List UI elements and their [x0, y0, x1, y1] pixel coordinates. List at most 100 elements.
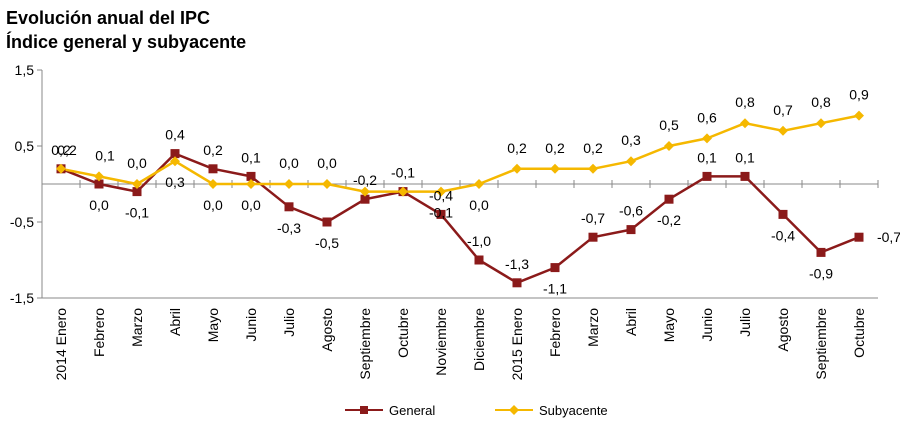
data-label-subyacente: 0,1 — [95, 147, 115, 163]
legend-swatch-subyacente — [495, 405, 533, 415]
point-subyacente — [132, 179, 142, 189]
point-subyacente — [816, 118, 826, 129]
data-label-general: -1,3 — [505, 256, 529, 272]
point-general — [436, 209, 446, 219]
point-general — [474, 255, 484, 265]
point-general — [626, 225, 636, 235]
point-subyacente — [208, 179, 218, 189]
data-label-general: -0,1 — [391, 165, 415, 181]
data-label-general: 0,2 — [57, 142, 77, 158]
point-subyacente — [94, 171, 104, 182]
legend-swatch-general — [345, 406, 383, 414]
data-label-general: -0,3 — [277, 220, 301, 236]
point-subyacente — [512, 163, 522, 174]
x-tick-label: Octubre — [395, 308, 411, 358]
point-subyacente — [664, 141, 674, 151]
legend-item-subyacente: Subyacente — [495, 398, 608, 422]
series-line-subyacente — [60, 114, 860, 193]
x-tick-label: Mayo — [205, 308, 221, 342]
point-subyacente — [854, 110, 864, 121]
data-label-general: -0,7 — [581, 210, 605, 226]
point-general — [360, 194, 370, 204]
data-label-general: -0,5 — [315, 235, 339, 251]
data-label-general: -0,2 — [353, 172, 377, 188]
point-general — [208, 164, 218, 174]
point-subyacente — [436, 186, 446, 197]
point-general — [816, 247, 826, 257]
data-label-subyacente: 0,0 — [203, 197, 223, 213]
data-label-general: -1,0 — [467, 233, 491, 249]
x-tick-label: Marzo — [129, 308, 145, 347]
data-label-subyacente: 0,0 — [279, 155, 299, 171]
point-subyacente — [702, 133, 712, 144]
data-label-general: -0,9 — [809, 265, 833, 281]
point-general — [778, 209, 788, 219]
x-tick-label: Julio — [281, 308, 297, 337]
point-general — [170, 149, 180, 159]
x-tick-label: Abril — [167, 308, 183, 336]
point-general — [512, 278, 522, 288]
x-tick-label: 2014 Enero — [53, 308, 69, 381]
point-general — [550, 263, 560, 273]
data-label-subyacente: 0,2 — [583, 140, 603, 156]
data-label-general: -0,7 — [877, 229, 900, 245]
point-general — [854, 232, 864, 242]
data-label-subyacente: 0,9 — [849, 87, 869, 103]
point-subyacente — [550, 163, 560, 174]
point-general — [740, 171, 750, 181]
data-label-subyacente: -0,1 — [429, 205, 453, 221]
x-tick-label: 2015 Enero — [509, 308, 525, 381]
data-label-general: -1,1 — [543, 281, 567, 297]
series-line-general — [60, 152, 860, 285]
data-label-general: 0,2 — [203, 142, 223, 158]
point-subyacente — [246, 179, 256, 189]
point-general — [588, 232, 598, 242]
data-label-general: -0,4 — [429, 187, 453, 203]
data-label-general: -0,2 — [657, 212, 681, 228]
chart-plot-area: 1,5 0,5 -0,5 -1,5 2014 Enero Febrero Marzo Abri… — [10, 62, 900, 381]
y-tick-label: 0,5 — [15, 138, 35, 154]
point-general — [246, 171, 256, 181]
y-tick-label: 1,5 — [15, 62, 35, 78]
data-label-general: 0,1 — [697, 149, 717, 165]
point-subyacente — [474, 179, 484, 189]
data-label-subyacente: 0,0 — [127, 155, 147, 171]
y-tick-label: -1,5 — [10, 290, 34, 306]
data-label-subyacente: 0,2 — [51, 142, 71, 158]
point-subyacente — [626, 156, 636, 167]
data-label-general: 0,0 — [89, 197, 109, 213]
point-general — [132, 187, 142, 197]
data-label-general: -0,4 — [771, 227, 795, 243]
point-subyacente — [170, 156, 180, 167]
data-label-general: 0,1 — [241, 149, 261, 165]
x-tick-label: Noviembre — [433, 308, 449, 376]
x-tick-label: Febrero — [547, 308, 563, 357]
point-subyacente — [740, 118, 750, 129]
point-subyacente — [56, 163, 66, 174]
x-tick-label: Julio — [737, 308, 753, 337]
x-tick-label: Diciembre — [471, 308, 487, 371]
chart-subtitle: Índice general y subyacente — [6, 32, 247, 52]
point-general — [664, 194, 674, 204]
data-label-subyacente: 0,8 — [735, 94, 755, 110]
data-label-subyacente: 0,0 — [469, 197, 489, 213]
point-subyacente — [322, 179, 332, 189]
y-tick-label: -0,5 — [10, 214, 34, 230]
x-tick-label: Marzo — [585, 308, 601, 347]
point-subyacente — [778, 125, 788, 136]
x-tick-label: Agosto — [319, 308, 335, 352]
data-label-subyacente: 0,0 — [317, 155, 337, 171]
x-tick-label: Septiembre — [813, 308, 829, 380]
point-subyacente — [360, 186, 370, 197]
data-label-general: 0,1 — [735, 149, 755, 165]
legend-item-general: General — [345, 398, 435, 422]
data-label-subyacente: 0,8 — [811, 94, 831, 110]
data-label-subyacente: 0,2 — [507, 140, 527, 156]
x-tick-label: Octubre — [851, 308, 867, 358]
x-tick-label: Abril — [623, 308, 639, 336]
data-label-subyacente: 0,7 — [773, 102, 793, 118]
legend-label-subyacente: Subyacente — [539, 402, 608, 418]
point-general — [94, 179, 104, 189]
x-tick-label: Junio — [243, 308, 259, 342]
point-general — [702, 171, 712, 181]
